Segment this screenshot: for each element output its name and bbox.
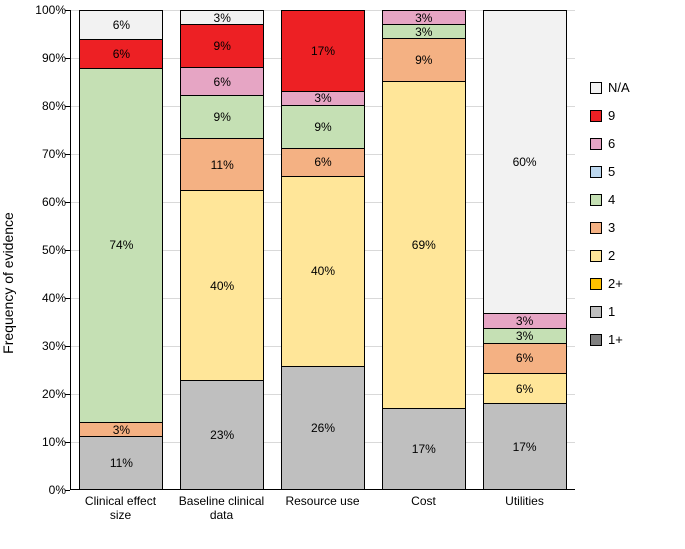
bar-segment: 40% (281, 176, 365, 366)
bar-segment: 9% (382, 38, 466, 81)
bar-slot: 26%40%6%9%3%17% (281, 10, 365, 489)
y-tick-label: 100% (30, 3, 66, 17)
y-tick-label: 50% (30, 243, 66, 257)
y-axis-label: Frequency of evidence (0, 212, 16, 354)
bar-segment: 23% (180, 380, 264, 489)
bar-segment: 6% (180, 67, 264, 95)
legend-swatch (590, 138, 602, 150)
bar-segment: 3% (281, 91, 365, 105)
legend-label: 6 (608, 136, 615, 151)
x-axis-label: Utilities (480, 494, 570, 523)
bar-segment: 17% (483, 403, 567, 489)
x-axis-label: Clinical effect size (76, 494, 166, 523)
legend-swatch (590, 278, 602, 290)
legend-swatch (590, 166, 602, 178)
bar-segment: 6% (483, 373, 567, 403)
legend-swatch (590, 110, 602, 122)
bar-segment: 3% (180, 10, 264, 24)
y-tick-label: 30% (30, 339, 66, 353)
bar-segment: 6% (79, 10, 163, 39)
y-tick-label: 90% (30, 51, 66, 65)
y-tick-label: 80% (30, 99, 66, 113)
legend-label: 5 (608, 164, 615, 179)
legend-item: 1+ (590, 332, 630, 347)
bar-segment: 9% (180, 95, 264, 138)
y-tick-label: 40% (30, 291, 66, 305)
bar-segment: 11% (79, 436, 163, 489)
legend-item: N/A (590, 80, 630, 95)
y-tick-label: 70% (30, 147, 66, 161)
legend-label: 2 (608, 248, 615, 263)
bar-segment: 6% (281, 148, 365, 176)
legend-label: 2+ (608, 276, 623, 291)
y-tick-mark (65, 490, 70, 491)
legend: N/A 9 6 5 4 3 2 2+ 1 1+ (590, 80, 630, 347)
bar-segment: 40% (180, 190, 264, 380)
legend-item: 3 (590, 220, 630, 235)
bar-stack: 17%6%6%3%3%60% (483, 10, 567, 489)
bar-slot: 17%69%9%3%3% (382, 10, 466, 489)
legend-item: 9 (590, 108, 630, 123)
y-tick-label: 10% (30, 435, 66, 449)
x-axis-label: Baseline clinical data (177, 494, 267, 523)
legend-swatch (590, 306, 602, 318)
bar-segment: 74% (79, 68, 163, 422)
bar-segment: 26% (281, 366, 365, 489)
x-axis-labels: Clinical effect size Baseline clinical da… (70, 494, 575, 523)
bar-stack: 17%69%9%3%3% (382, 10, 466, 489)
legend-label: 1 (608, 304, 615, 319)
x-axis-label: Resource use (278, 494, 368, 523)
x-axis-label: Cost (379, 494, 469, 523)
bar-segment: 9% (180, 24, 264, 67)
bars-container: 11%3%74%6%6%23%40%11%9%6%9%3%26%40%6%9%3… (71, 10, 575, 489)
bar-segment: 3% (382, 24, 466, 38)
bar-stack: 11%3%74%6%6% (79, 10, 163, 489)
legend-swatch (590, 250, 602, 262)
bar-stack: 23%40%11%9%6%9%3% (180, 10, 264, 489)
legend-swatch (590, 82, 602, 94)
legend-item: 5 (590, 164, 630, 179)
y-tick-label: 0% (30, 483, 66, 497)
legend-item: 2+ (590, 276, 630, 291)
legend-label: 3 (608, 220, 615, 235)
legend-label: 1+ (608, 332, 623, 347)
y-tick-label: 60% (30, 195, 66, 209)
legend-item: 2 (590, 248, 630, 263)
y-tick-label: 20% (30, 387, 66, 401)
bar-segment: 11% (180, 138, 264, 190)
legend-item: 4 (590, 192, 630, 207)
bar-segment: 3% (79, 422, 163, 436)
bar-segment: 3% (483, 313, 567, 328)
bar-segment: 17% (281, 10, 365, 91)
bar-segment: 6% (79, 39, 163, 68)
legend-label: N/A (608, 80, 630, 95)
legend-swatch (590, 194, 602, 206)
legend-swatch (590, 334, 602, 346)
legend-label: 4 (608, 192, 615, 207)
legend-swatch (590, 222, 602, 234)
plot-area: 11%3%74%6%6%23%40%11%9%6%9%3%26%40%6%9%3… (70, 10, 575, 490)
legend-item: 6 (590, 136, 630, 151)
bar-segment: 69% (382, 81, 466, 408)
legend-item: 1 (590, 304, 630, 319)
bar-slot: 17%6%6%3%3%60% (483, 10, 567, 489)
bar-segment: 60% (483, 10, 567, 313)
bar-segment: 3% (382, 10, 466, 24)
bar-slot: 11%3%74%6%6% (79, 10, 163, 489)
stacked-bar-chart: Frequency of evidence 0% 10% 20% 30% 40% 50% 6… (0, 0, 685, 549)
bar-stack: 26%40%6%9%3%17% (281, 10, 365, 489)
bar-segment: 17% (382, 408, 466, 489)
bar-segment: 6% (483, 343, 567, 373)
bar-segment: 9% (281, 105, 365, 148)
legend-label: 9 (608, 108, 615, 123)
bar-segment: 3% (483, 328, 567, 343)
bar-slot: 23%40%11%9%6%9%3% (180, 10, 264, 489)
